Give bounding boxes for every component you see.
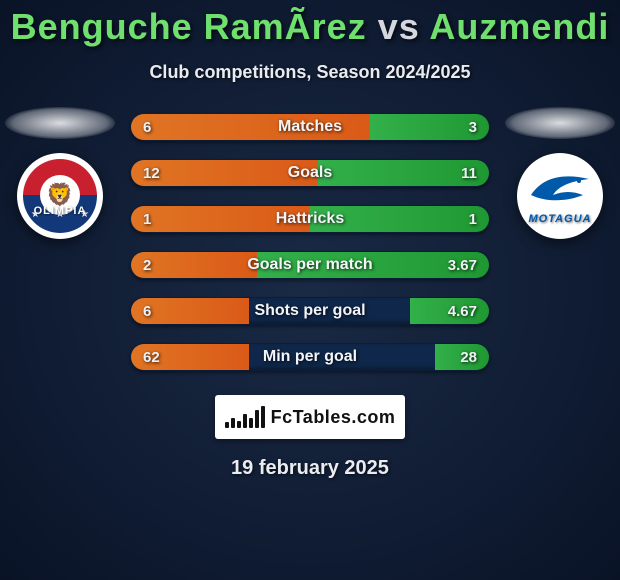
stat-value-left: 12 (143, 160, 160, 186)
fctables-logo: FcTables.com (215, 395, 405, 439)
logo-bar-segment (225, 422, 229, 428)
stat-value-left: 2 (143, 252, 151, 278)
title-vs: vs (378, 6, 420, 47)
stat-value-right: 3 (469, 114, 477, 140)
left-team-badge: ★ ★ ★ 🦁 OLIMPIA (17, 153, 103, 239)
left-team-short: OLIMPIA (17, 205, 103, 217)
stat-value-right: 3.67 (448, 252, 477, 278)
title-left-name: Benguche RamÃ­rez (11, 6, 367, 47)
logo-bar-segment (261, 406, 265, 428)
logo-bar-segment (255, 410, 259, 428)
right-team-short: MOTAGUA (517, 213, 603, 225)
stat-value-left: 1 (143, 206, 151, 232)
comparison-panel: ★ ★ ★ 🦁 OLIMPIA MOTAGUA 63Matches1211Goa… (0, 113, 620, 371)
logo-text: FcTables.com (271, 407, 396, 428)
page-title: Benguche RamÃ­rez vs Auzmendi (0, 0, 620, 48)
halo-icon (5, 107, 115, 139)
stat-value-right: 11 (461, 160, 477, 186)
stat-value-right: 1 (469, 206, 477, 232)
stat-value-right: 28 (460, 344, 477, 370)
stat-bar: 12 11 Goals (130, 159, 490, 187)
subtitle: Club competitions, Season 2024/2025 (0, 62, 620, 83)
stat-bar: 2 3.67 Goals per match (130, 251, 490, 279)
date-label: 19 february 2025 (0, 457, 620, 480)
halo-icon (505, 107, 615, 139)
stat-bars: 63Matches1211Goals11Hattricks23.67Goals … (130, 113, 490, 371)
stat-value-left: 6 (143, 114, 151, 140)
logo-bar-segment (249, 418, 253, 428)
stat-label: Matches (278, 118, 342, 136)
stat-value-left: 6 (143, 298, 151, 324)
stat-value-left: 62 (143, 344, 160, 370)
stat-label: Min per goal (263, 348, 357, 366)
stat-bar: 6 4.67 Shots per goal (130, 297, 490, 325)
logo-bar-segment (237, 421, 241, 428)
logo-bar-segment (231, 418, 235, 428)
stat-label: Hattricks (276, 210, 344, 228)
left-team-column: ★ ★ ★ 🦁 OLIMPIA (0, 107, 120, 239)
stat-label: Goals per match (247, 256, 372, 274)
barchart-icon (225, 406, 265, 428)
stat-bar: 6 3 Matches (130, 113, 490, 141)
stat-label: Goals (288, 164, 332, 182)
stat-bar: 62 28 Min per goal (130, 343, 490, 371)
stat-bar: 1 1 Hattricks (130, 205, 490, 233)
stat-label: Shots per goal (254, 302, 365, 320)
right-team-badge: MOTAGUA (517, 153, 603, 239)
logo-bar-segment (243, 414, 247, 428)
stat-value-right: 4.67 (448, 298, 477, 324)
eagle-icon (529, 171, 591, 205)
title-right-name: Auzmendi (429, 6, 609, 47)
right-team-column: MOTAGUA (500, 107, 620, 239)
